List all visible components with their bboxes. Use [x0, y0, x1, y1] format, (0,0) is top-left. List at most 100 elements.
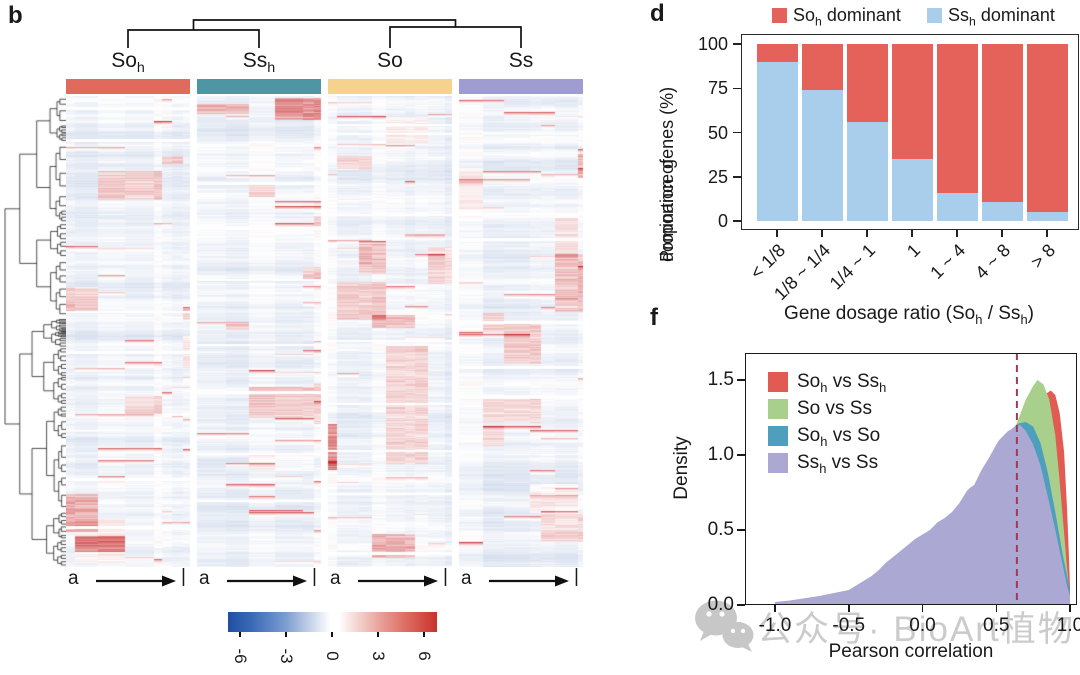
f-x-tick-label-0: -1.0: [758, 615, 792, 636]
d-y-tick-mark-3: [733, 87, 741, 89]
d-legend-swatch-1: [927, 8, 942, 23]
f-y-tick-mark-2: [737, 454, 745, 456]
f-y-tick-mark-0: [737, 604, 745, 606]
panel-label-d: d: [650, 0, 665, 27]
row-arrow-start-label-3: a: [461, 568, 472, 589]
f-legend-label-2: Soh vs So: [797, 425, 881, 449]
f-x-tick-mark-2: [921, 605, 924, 612]
colorbar-tick-label-1: -3: [277, 648, 296, 664]
d-plot-box: [741, 34, 1079, 230]
heatmap-group-strip-3: [459, 79, 583, 94]
f-x-axis-title: Pearson correlation: [828, 641, 994, 662]
heatmap-group-strip-1: [197, 79, 321, 94]
d-x-axis-title: Gene dosage ratio (Soh / Ssh): [784, 303, 1034, 327]
d-y-tick-mark-2: [733, 131, 741, 134]
d-x-tick-mark-6: [1046, 230, 1048, 237]
f-x-tick-label-2: 0.0: [909, 615, 936, 636]
f-legend-label-1: So vs Ss: [797, 398, 872, 419]
d-y-tick-mark-1: [733, 176, 741, 178]
d-y-tick-mark-4: [733, 43, 741, 45]
heatmap-group-label-3: Ss: [508, 49, 534, 72]
colorbar-tick-label-2: 0: [323, 651, 342, 661]
d-bar-soh-2: [846, 44, 888, 122]
colorbar-tick-label-0: -6: [231, 648, 250, 664]
row-arrow-start-label-1: a: [199, 568, 210, 589]
d-bar-soh-6: [1026, 44, 1068, 213]
d-bar-soh-3: [891, 44, 933, 160]
row-dendrogram: [4, 96, 66, 567]
d-bar-ssh-1: [801, 90, 843, 221]
d-x-tick-mark-1: [821, 230, 823, 237]
row-arrow-start-label-0: a: [68, 568, 79, 589]
f-x-tick-label-3: 0.5: [983, 615, 1010, 636]
f-y-tick-label-3: 1.5: [707, 369, 734, 390]
d-x-tick-mark-5: [1001, 230, 1003, 237]
f-legend-label-3: Ssh vs Ss: [797, 452, 879, 476]
f-legend-swatch-0: [768, 372, 788, 392]
colorbar-tick-mark-0: [239, 632, 241, 637]
d-x-tick-mark-2: [866, 230, 868, 237]
d-x-tick-mark-4: [956, 230, 958, 237]
f-x-tick-mark-0: [774, 605, 776, 612]
f-y-tick-label-2: 1.0: [707, 444, 734, 465]
d-y-tick-label-4: 100: [697, 34, 728, 54]
expression-heatmap: [66, 96, 584, 567]
d-bar-soh-4: [936, 44, 978, 193]
row-arrow-end-mark-0: |: [181, 566, 186, 587]
d-y-tick-label-2: 50: [707, 122, 728, 143]
f-x-tick-label-1: -0.5: [832, 615, 866, 636]
heatmap-colorbar: [228, 612, 437, 632]
d-x-tick-mark-0: [776, 230, 778, 237]
heatmap-group-label-1: Ssh: [242, 49, 276, 77]
d-x-tick-mark-3: [911, 230, 913, 237]
d-bar-ssh-2: [846, 121, 888, 221]
colorbar-tick-mark-4: [423, 632, 425, 637]
row-arrow-end-mark-1: |: [312, 566, 317, 587]
f-y-tick-label-0: 0.0: [707, 594, 734, 615]
column-dendrogram-and-arrows: [96, 19, 569, 587]
d-legend-label-0: Soh dominant: [793, 5, 901, 29]
row-arrow-end-mark-2: |: [443, 566, 448, 587]
d-bar-ssh-4: [936, 192, 978, 221]
heatmap-group-strip-2: [328, 79, 452, 94]
d-y-tick-label-1: 25: [707, 166, 728, 187]
d-bar-ssh-0: [756, 61, 798, 221]
heatmap-group-label-0: Soh: [111, 49, 145, 77]
d-legend-swatch-0: [772, 8, 787, 23]
d-y-tick-label-0: 0: [717, 211, 728, 231]
f-x-tick-mark-4: [1069, 605, 1071, 612]
row-arrow-end-mark-3: |: [574, 566, 579, 587]
d-legend-label-1: Ssh dominant: [948, 5, 1055, 29]
d-bar-soh-1: [801, 44, 843, 91]
colorbar-tick-label-3: 3: [369, 651, 388, 661]
d-bar-ssh-5: [981, 201, 1023, 221]
d-y-tick-mark-0: [733, 220, 741, 222]
panel-label-b: b: [8, 2, 23, 29]
row-arrow-start-label-2: a: [330, 568, 341, 589]
panel-label-f: f: [650, 304, 658, 331]
f-x-tick-mark-1: [848, 605, 850, 612]
f-legend-label-0: Soh vs Ssh: [797, 371, 887, 395]
watermark-text: 公众号· BioArt植物: [757, 610, 1075, 649]
colorbar-tick-mark-2: [331, 632, 333, 637]
colorbar-tick-label-4: 6: [415, 651, 434, 661]
d-bar-soh-0: [756, 44, 798, 62]
d-bar-soh-5: [981, 44, 1023, 202]
f-y-tick-mark-3: [737, 379, 745, 381]
d-bar-ssh-3: [891, 159, 933, 221]
f-legend-swatch-1: [768, 399, 788, 419]
wechat-icon: [695, 600, 754, 652]
f-y-tick-mark-1: [737, 529, 745, 531]
f-legend-swatch-2: [768, 426, 788, 446]
f-plot-box: [745, 353, 1077, 605]
colorbar-tick-mark-3: [377, 632, 379, 637]
f-x-tick-label-4: 1.0: [1056, 615, 1080, 636]
d-y-tick-label-3: 75: [707, 78, 728, 99]
d-bar-ssh-6: [1026, 212, 1068, 221]
f-x-tick-mark-3: [995, 605, 997, 612]
f-legend-swatch-3: [768, 453, 788, 473]
colorbar-tick-mark-1: [285, 632, 287, 637]
f-y-tick-label-1: 0.5: [707, 519, 734, 540]
